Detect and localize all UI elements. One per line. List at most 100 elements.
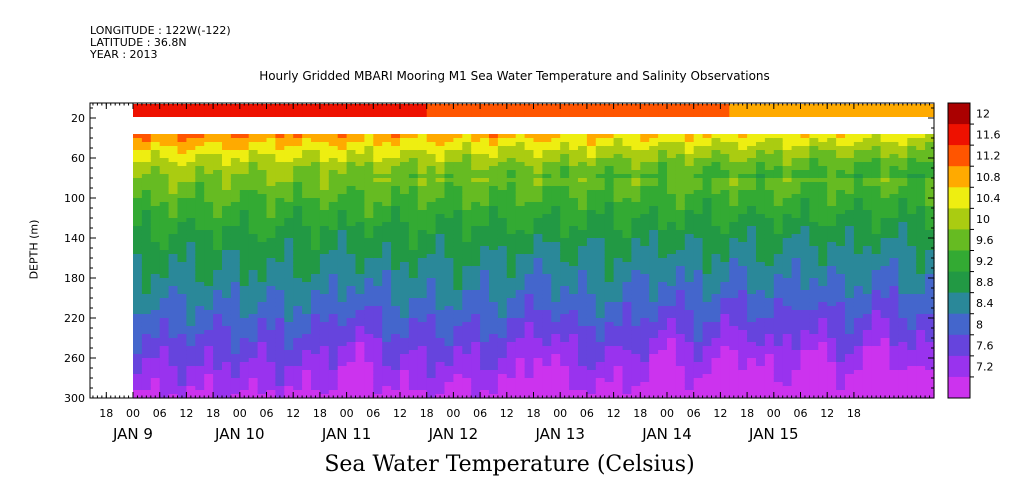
heatmap-cell: [729, 326, 739, 331]
heatmap-cell: [631, 366, 641, 371]
heatmap-cell: [302, 302, 312, 307]
heatmap-cell: [533, 330, 543, 335]
heatmap-cell: [613, 326, 624, 331]
heatmap-cell: [782, 214, 793, 219]
heatmap-cell: [791, 310, 802, 315]
heatmap-cell: [177, 306, 187, 311]
heatmap-cell: [382, 186, 392, 191]
heatmap-cell: [462, 358, 472, 363]
heatmap-cell: [141, 370, 152, 375]
heatmap-cell: [391, 382, 401, 387]
heatmap-cell: [729, 142, 739, 147]
heatmap-cell: [373, 242, 383, 247]
heatmap-cell: [515, 310, 526, 315]
heatmap-cell: [756, 270, 766, 275]
heatmap-cell: [524, 246, 535, 251]
heatmap-cell: [756, 138, 766, 143]
heatmap-cell: [480, 138, 490, 143]
heatmap-cell: [364, 366, 374, 371]
heatmap-cell: [444, 270, 454, 275]
heatmap-cell: [613, 146, 624, 151]
heatmap-cell: [319, 314, 330, 319]
heatmap-cell: [222, 342, 232, 347]
heatmap-cell: [622, 178, 632, 183]
heatmap-cell: [497, 174, 508, 179]
heatmap-cell: [604, 342, 615, 347]
heatmap-cell: [711, 294, 721, 299]
heatmap-cell: [346, 362, 357, 367]
heatmap-cell: [346, 226, 357, 231]
heatmap-cell: [747, 354, 757, 359]
heatmap-cell: [649, 270, 659, 275]
heatmap-cell: [533, 198, 543, 203]
heatmap-cell: [764, 178, 775, 183]
heatmap-cell: [373, 186, 383, 191]
heatmap-cell: [560, 206, 570, 211]
heatmap-cell: [747, 250, 757, 255]
heatmap-cell: [720, 326, 730, 331]
heatmap-cell: [302, 370, 312, 375]
heatmap-cell: [613, 330, 624, 335]
heatmap-cell: [382, 370, 392, 375]
heatmap-cell: [756, 218, 766, 223]
heatmap-cell: [533, 270, 543, 275]
heatmap-cell: [684, 334, 695, 339]
heatmap-cell: [141, 190, 152, 195]
heatmap-cell: [506, 330, 517, 335]
heatmap-cell: [150, 358, 161, 363]
heatmap-cell: [756, 310, 766, 315]
heatmap-cell: [302, 158, 312, 163]
heatmap-cell: [595, 342, 606, 347]
heatmap-cell: [773, 214, 784, 219]
heatmap-cell: [195, 334, 205, 339]
heatmap-cell: [275, 214, 285, 219]
heatmap-cell: [640, 242, 650, 247]
heatmap-cell: [738, 318, 748, 323]
heatmap-cell: [293, 210, 303, 215]
heatmap-cell: [702, 186, 713, 191]
heatmap-cell: [773, 258, 784, 263]
heatmap-cell: [266, 298, 276, 303]
heatmap-cell: [195, 182, 205, 187]
heatmap-cell: [462, 174, 472, 179]
heatmap-cell: [382, 182, 392, 187]
heatmap-cell: [444, 366, 454, 371]
heatmap-cell: [186, 238, 196, 243]
heatmap-cell: [133, 354, 143, 359]
heatmap-cell: [195, 338, 205, 343]
heatmap-cell: [693, 218, 704, 223]
heatmap-cell: [391, 186, 401, 191]
heatmap-cell: [133, 322, 143, 327]
heatmap-cell: [364, 314, 374, 319]
heatmap-cell: [729, 210, 739, 215]
heatmap-cell: [186, 254, 196, 259]
heatmap-cell: [756, 366, 766, 371]
heatmap-cell: [195, 310, 205, 315]
heatmap-cell: [168, 282, 179, 287]
heatmap-cell: [168, 150, 179, 155]
heatmap-cell: [444, 362, 454, 367]
heatmap-cell: [720, 182, 730, 187]
heatmap-cell: [462, 138, 472, 143]
heatmap-cell: [444, 206, 454, 211]
heatmap-cell: [738, 282, 748, 287]
heatmap-cell: [622, 306, 632, 311]
heatmap-cell: [791, 330, 802, 335]
heatmap-cell: [711, 282, 721, 287]
heatmap-cell: [711, 202, 721, 207]
heatmap-cell: [275, 134, 285, 139]
heatmap-cell: [738, 254, 748, 259]
heatmap-cell: [471, 262, 481, 267]
heatmap-cell: [702, 310, 713, 315]
heatmap-cell: [782, 294, 793, 299]
heatmap-cell: [222, 150, 232, 155]
heatmap-cell: [453, 206, 463, 211]
heatmap-cell: [551, 174, 561, 179]
heatmap-cell: [426, 170, 437, 175]
heatmap-cell: [239, 362, 250, 367]
heatmap-cell: [257, 238, 268, 243]
heatmap-cell: [150, 190, 161, 195]
heatmap-cell: [693, 278, 704, 283]
heatmap-cell: [204, 262, 214, 267]
heatmap-cell: [578, 330, 588, 335]
